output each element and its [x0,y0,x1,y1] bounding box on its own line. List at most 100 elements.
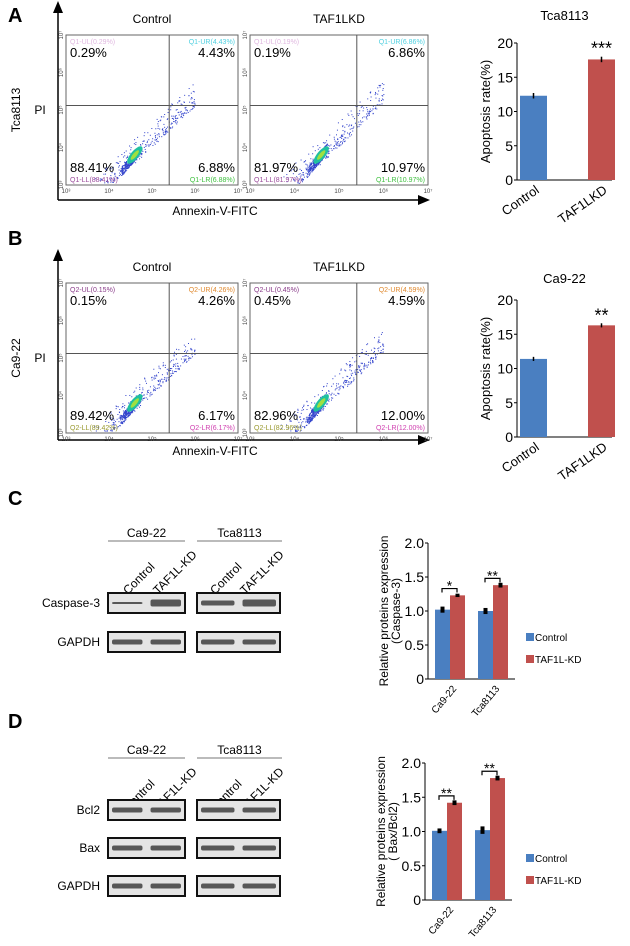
error-bar [437,828,442,834]
quadrant-ur-value: 4.26% [198,293,235,308]
x-tick-label: 10⁴ [290,436,300,443]
blot-group-label: Ca9-22 [127,743,167,757]
legend-label: TAF1L-KD [535,655,582,666]
y-tick-label: 10⁷ [58,31,65,40]
lane-label: Control [120,560,157,597]
protein-band [112,602,143,604]
quadrant-ur-value: 4.43% [198,45,235,60]
arrow-head-icon [418,195,430,205]
flow-plot-title: TAF1LKD [313,260,365,274]
protein-band [112,639,143,645]
y-tick-label: 1.5 [405,569,425,585]
protein-band [242,845,276,851]
y-axis-label-sub: ( Bax/Bcl2) [386,802,400,861]
blot-band-strip [107,592,186,614]
gate-label-ll: Q2-LL(89.42%) [70,425,118,432]
quadrant-ul-value: 0.45% [254,293,291,308]
protein-band [242,807,276,813]
bar [475,830,490,900]
significance-bracket [441,587,458,593]
y-tick-label: 1.0 [405,603,425,619]
blot-group-label: Tca8113 [217,743,262,757]
bar [450,595,465,679]
legend-swatch [526,876,534,884]
blot-band-strip [196,875,281,897]
lane-label: TAF1L-KD [237,548,287,598]
y-tick-label: 10⁵ [242,353,249,363]
gate-label-ur: Q1-UR(4.43%) [189,39,235,46]
gate-label-ul: Q2-UL(0.45%) [254,287,299,294]
y-tick-label: 20 [497,292,513,308]
error-bar [498,582,503,588]
x-tick-label: 10⁵ [147,188,157,195]
flow-plot-title: TAF1LKD [313,12,365,26]
density-core [317,398,326,408]
y-tick-label: 10⁷ [58,279,65,288]
significance-marker: ** [484,760,495,776]
blot-band-strip [107,799,186,821]
protein-band [150,639,181,645]
y-tick-label: 20 [497,35,513,51]
bar [520,95,547,180]
y-axis-label-sub: (Caspase-3) [389,578,403,644]
y-axis-label: PI [34,103,45,117]
significance-marker: * [447,578,453,594]
y-tick-label: 0 [416,671,424,687]
panel-label-c: C [8,488,22,510]
quadrant-ll-value: 82.96% [254,408,299,423]
x-tick-label: 10⁵ [147,436,157,443]
x-tick-label: 10⁴ [104,188,114,195]
y-tick-label: 0.5 [405,637,425,653]
significance-marker: ** [487,567,498,583]
bar [588,325,615,437]
bar [588,59,615,180]
y-tick-label: 0 [413,892,421,908]
scatter-dots [94,84,196,184]
panel-label-d: D [8,711,22,733]
significance-bracket [438,795,455,800]
category-label: Tca8113 [467,905,500,941]
x-tick-label: 10⁷ [424,436,433,443]
quadrant-ll-value: 89.42% [70,408,115,423]
x-tick-label: 10³ [62,189,71,195]
gate-label-ul: Q1-UL(0.29%) [70,39,115,46]
category-label: Ca9-22 [430,684,460,717]
category-label: TAF1LKD [555,439,610,483]
blot-group-label: Tca8113 [217,526,262,540]
y-tick-label: 10 [497,361,513,377]
panel-label-b: B [8,228,22,250]
y-tick-label: 10³ [59,429,65,438]
blot-band-strip [196,592,281,614]
category-label: TAF1LKD [555,182,610,226]
gate-label-ur: Q2-UR(4.59%) [379,287,425,294]
lane-label: TAF1L-KD [150,548,200,598]
protein-band [150,883,181,889]
quadrant-lr-value: 6.17% [198,408,235,423]
blot-group-label: Ca9-22 [127,526,167,540]
flow-plot-title: Control [133,12,172,26]
quadrant-ul-value: 0.19% [254,45,291,60]
y-tick-label: 10 [497,104,513,120]
y-tick-label: 1.5 [402,789,422,805]
y-tick-label: 2.0 [402,755,422,771]
blot-row-label: Bcl2 [77,803,101,817]
blot-band-strip [107,631,186,653]
blot-row-label: GAPDH [57,879,100,893]
flow-plot-frame [249,282,429,434]
x-tick-label: 10⁵ [334,188,344,195]
chart-title: Ca9-22 [543,271,586,286]
significance-bracket [484,577,501,583]
category-label: Tca8113 [470,684,503,720]
scatter-dots [280,332,385,432]
y-tick-label: 10⁵ [242,105,249,115]
protein-band [201,807,235,813]
y-tick-label: 5 [505,138,513,154]
error-bar [455,593,460,598]
quadrant-ul-value: 0.29% [70,45,107,60]
error-bar [480,826,485,834]
arrow-head-icon [53,249,63,261]
scatter-dots [94,338,196,432]
blot-band-strip [196,837,281,859]
cell-line-label: Tca8113 [9,87,23,132]
